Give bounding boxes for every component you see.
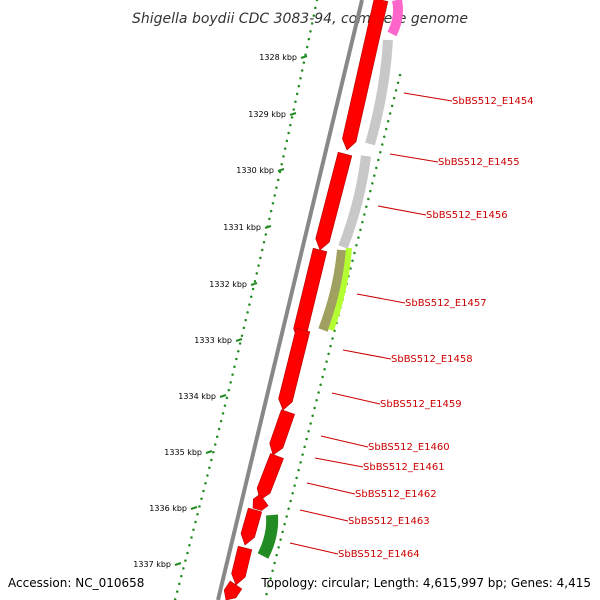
gene-label-group[interactable]: SbBS512_E1460 <box>320 435 450 453</box>
gene-label[interactable]: SbBS512_E1460 <box>368 442 450 453</box>
leader-line <box>331 392 381 405</box>
leader-line <box>314 457 364 468</box>
genome-backbone <box>216 0 364 600</box>
lime-feature <box>328 247 352 332</box>
gene-label-group[interactable]: SbBS512_E1459 <box>331 392 462 410</box>
gene-label[interactable]: SbBS512_E1464 <box>338 549 420 560</box>
gene-label[interactable]: SbBS512_E1458 <box>391 354 473 365</box>
cds-arrow[interactable] <box>269 409 295 456</box>
leader-line <box>389 153 439 163</box>
ruler-tick <box>277 168 285 172</box>
gene-label-group[interactable]: SbBS512_E1462 <box>306 482 437 500</box>
gene-label[interactable]: SbBS512_E1457 <box>405 298 487 309</box>
gene-label[interactable]: SbBS512_E1456 <box>426 210 508 221</box>
pink-feature <box>387 0 403 37</box>
cds-arrow[interactable] <box>256 453 284 501</box>
gray-feature <box>365 39 393 146</box>
ruler-label: 1328 kbp <box>259 53 297 62</box>
gene-label[interactable]: SbBS512_E1459 <box>380 399 462 410</box>
ruler-label: 1336 kbp <box>149 504 187 513</box>
leader-line <box>403 92 453 102</box>
cds-arrow[interactable] <box>315 151 353 251</box>
cds-arrow[interactable] <box>252 493 269 511</box>
ruler-tick <box>264 225 272 229</box>
leader-line <box>289 542 339 555</box>
gene-label-group[interactable]: SbBS512_E1461 <box>314 457 445 473</box>
ruler-label: 1330 kbp <box>236 166 274 175</box>
ruler-label: 1334 kbp <box>178 392 216 401</box>
gene-label-group[interactable]: SbBS512_E1454 <box>403 92 534 107</box>
ruler-tick <box>289 112 297 116</box>
gene-label[interactable]: SbBS512_E1455 <box>438 157 520 168</box>
gene-label[interactable]: SbBS512_E1454 <box>452 96 534 107</box>
cds-arrow[interactable] <box>231 545 253 586</box>
genome-summary-text: Topology: circular; Length: 4,615,997 bp… <box>260 576 591 590</box>
green-feature <box>257 514 279 559</box>
label-side-dotted-line <box>263 73 402 600</box>
cds-arrow[interactable] <box>342 0 389 151</box>
ruler-label: 1331 kbp <box>223 223 261 232</box>
ruler-tick <box>250 282 258 286</box>
leader-line <box>342 349 392 360</box>
ruler: 1328 kbp 1329 kbp 1330 kbp 1331 kbp 1332… <box>133 53 308 569</box>
map-title: Shigella boydii CDC 3083-94, complete ge… <box>132 11 468 27</box>
cds-track <box>223 0 389 600</box>
leader-line <box>356 293 406 304</box>
ruler-dotted-line <box>173 0 319 600</box>
gene-label[interactable]: SbBS512_E1461 <box>363 462 445 473</box>
gray-feature <box>338 155 371 249</box>
leader-line <box>306 482 356 495</box>
ruler-label: 1329 kbp <box>248 110 286 119</box>
olive-feature <box>318 249 347 332</box>
ruler-label: 1335 kbp <box>164 448 202 457</box>
ruler-tick <box>190 506 198 510</box>
accession-text: Accession: NC_010658 <box>8 576 144 590</box>
gene-label-group[interactable]: SbBS512_E1455 <box>389 153 520 168</box>
ruler-tick <box>219 394 227 398</box>
cds-arrow[interactable] <box>223 580 243 600</box>
gene-labels: SbBS512_E1454 SbBS512_E1455 SbBS512_E145… <box>289 92 534 560</box>
leader-line <box>377 205 427 216</box>
leader-line <box>320 435 369 448</box>
gene-label[interactable]: SbBS512_E1462 <box>355 489 437 500</box>
ruler-tick <box>205 450 213 454</box>
gene-label[interactable]: SbBS512_E1463 <box>348 516 430 527</box>
gene-label-group[interactable]: SbBS512_E1457 <box>356 293 487 309</box>
gene-label-group[interactable]: SbBS512_E1463 <box>299 509 430 527</box>
ruler-label: 1332 kbp <box>209 280 247 289</box>
ruler-label: 1337 kbp <box>133 560 171 569</box>
ruler-label: 1333 kbp <box>194 336 232 345</box>
gene-label-group[interactable]: SbBS512_E1464 <box>289 542 420 560</box>
ruler-tick <box>174 562 182 566</box>
gene-label-group[interactable]: SbBS512_E1458 <box>342 349 473 365</box>
gene-label-group[interactable]: SbBS512_E1456 <box>377 205 508 221</box>
cds-arrow[interactable] <box>278 327 311 411</box>
ruler-tick <box>235 338 243 342</box>
leader-line <box>299 509 349 522</box>
cds-arrow[interactable] <box>240 507 263 546</box>
ruler-tick <box>300 55 308 59</box>
